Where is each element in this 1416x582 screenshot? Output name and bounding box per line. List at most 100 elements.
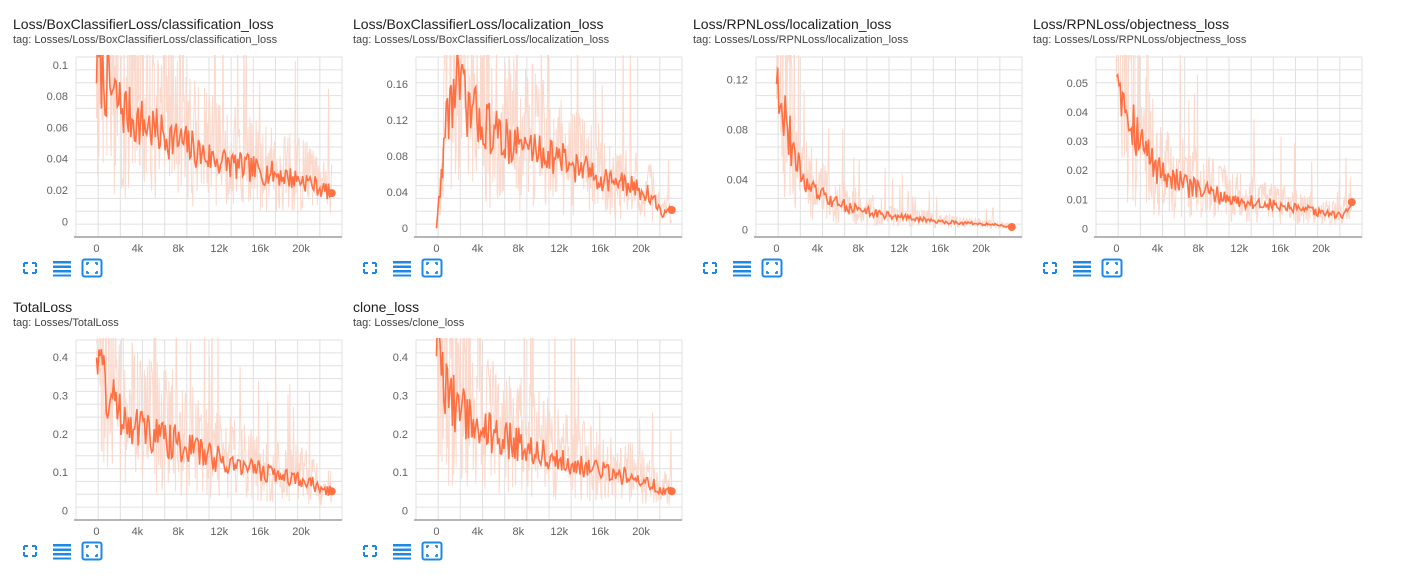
data-point [537, 452, 540, 454]
fullscreen-icon[interactable] [19, 258, 41, 278]
lines-icon[interactable] [1071, 258, 1093, 278]
fit-domain-icon[interactable] [421, 541, 443, 561]
data-point [136, 425, 139, 427]
chart-plot[interactable]: 0 0.1 0.2 0.3 0.4 0 4k 8k 12k 16k 20k [353, 337, 693, 538]
data-point [578, 465, 581, 468]
data-point [476, 425, 479, 427]
data-point [238, 465, 241, 468]
fullscreen-icon[interactable] [19, 541, 41, 561]
data-point [1197, 189, 1200, 192]
data-point [1310, 210, 1312, 212]
y-tick-label: 0.08 [727, 125, 748, 137]
data-point [310, 182, 313, 185]
chart-plot[interactable]: 0 0.1 0.2 0.3 0.4 0 4k 8k 12k 16k 20k [13, 337, 353, 538]
data-point [660, 213, 663, 216]
data-point [599, 177, 601, 180]
x-tick-label: 16k [591, 243, 609, 254]
chart-controls [353, 541, 473, 563]
data-point [857, 208, 860, 211]
data-point [806, 184, 808, 187]
lines-icon[interactable] [391, 258, 413, 278]
fullscreen-icon[interactable] [359, 541, 381, 561]
raw-series-line [96, 55, 333, 214]
fit-domain-icon[interactable] [1101, 258, 1123, 278]
fullscreen-icon[interactable] [1039, 258, 1061, 278]
chart-title: Loss/BoxClassifierLoss/localization_loss [353, 16, 604, 32]
data-point [1000, 224, 1003, 227]
data-point [279, 475, 282, 477]
last-value-dot [667, 487, 676, 496]
chart-controls [693, 258, 813, 280]
data-point [1238, 201, 1241, 203]
chart-card: clone_loss tag: Losses/clone_loss 0 0.1 0.… [353, 299, 688, 579]
data-point [527, 148, 530, 150]
y-tick-label: 0.3 [53, 391, 68, 403]
data-point [116, 103, 118, 105]
data-point [1146, 154, 1148, 157]
data-point [837, 203, 839, 206]
data-point [650, 482, 653, 485]
data-point [218, 459, 221, 462]
data-point [548, 155, 550, 157]
y-tick-label: 0.01 [1067, 194, 1088, 206]
last-value-dot [1007, 223, 1016, 231]
data-point [877, 213, 880, 216]
data-point [300, 179, 302, 182]
lines-icon[interactable] [51, 258, 73, 278]
data-point [95, 64, 98, 66]
y-tick-label: 0 [1082, 223, 1088, 235]
x-tick-label: 8k [172, 243, 184, 254]
data-point [187, 448, 190, 450]
data-point [619, 475, 622, 477]
x-tick-label: 12k [1230, 243, 1248, 254]
chart-controls [353, 258, 473, 280]
data-point [146, 126, 149, 129]
fit-domain-icon[interactable] [81, 541, 103, 561]
fullscreen-icon[interactable] [359, 258, 381, 278]
data-point [290, 477, 292, 479]
chart-tag: tag: Losses/Loss/BoxClassifierLoss/local… [353, 34, 610, 46]
line-chart: 0 0.02 0.04 0.06 0.08 0.1 0 4k 8k 12k 16k 20k [47, 55, 343, 255]
data-point [517, 146, 520, 148]
data-point [609, 180, 612, 182]
chart-tag: tag: Losses/clone_loss [353, 317, 465, 329]
last-value-dot [667, 206, 676, 214]
chart-plot[interactable]: 0 0.01 0.02 0.03 0.04 0.05 0 4k 8k 12k 16k 20k [1033, 54, 1373, 255]
lines-icon[interactable] [51, 541, 73, 561]
smoothed-series-line [435, 55, 672, 229]
y-tick-label: 0.16 [387, 79, 408, 91]
x-tick-label: 4k [812, 243, 824, 254]
fit-domain-icon[interactable] [421, 258, 443, 278]
fit-domain-icon[interactable] [761, 258, 783, 278]
chart-title: TotalLoss [13, 299, 73, 315]
lines-icon[interactable] [731, 258, 753, 278]
data-point [279, 175, 282, 177]
data-point [609, 473, 612, 475]
lines-icon[interactable] [391, 541, 413, 561]
data-point [1187, 186, 1189, 189]
data-point [259, 172, 261, 174]
data-point [187, 146, 190, 149]
data-point [105, 87, 108, 90]
smoothed-series-line [775, 67, 1012, 228]
data-point [548, 456, 550, 458]
fullscreen-icon[interactable] [699, 258, 721, 278]
chart-plot[interactable]: 0 0.02 0.04 0.06 0.08 0.1 0 4k 8k 12k 16k 20k [13, 54, 353, 255]
chart-plot[interactable]: 0 0.04 0.08 0.12 0.16 0 4k 8k 12k 16k 20k [353, 54, 693, 255]
y-tick-label: 0 [62, 216, 68, 228]
fit-domain-icon[interactable] [81, 258, 103, 278]
chart-title: Loss/RPNLoss/localization_loss [693, 16, 892, 32]
data-point [290, 178, 292, 180]
data-point [949, 221, 952, 223]
data-point [959, 222, 962, 225]
data-point [537, 150, 540, 153]
chart-card: TotalLoss tag: Losses/TotalLoss 0 0.1 0.2 0… [13, 299, 348, 579]
data-point [1258, 204, 1261, 206]
data-point [507, 440, 509, 443]
data-point [157, 436, 159, 439]
data-point [228, 164, 231, 166]
chart-controls [1033, 258, 1153, 280]
data-point [126, 114, 128, 116]
data-point [466, 110, 468, 112]
chart-plot[interactable]: 0 0.04 0.08 0.12 0 4k 8k 12k 16k 20k [693, 54, 1033, 255]
